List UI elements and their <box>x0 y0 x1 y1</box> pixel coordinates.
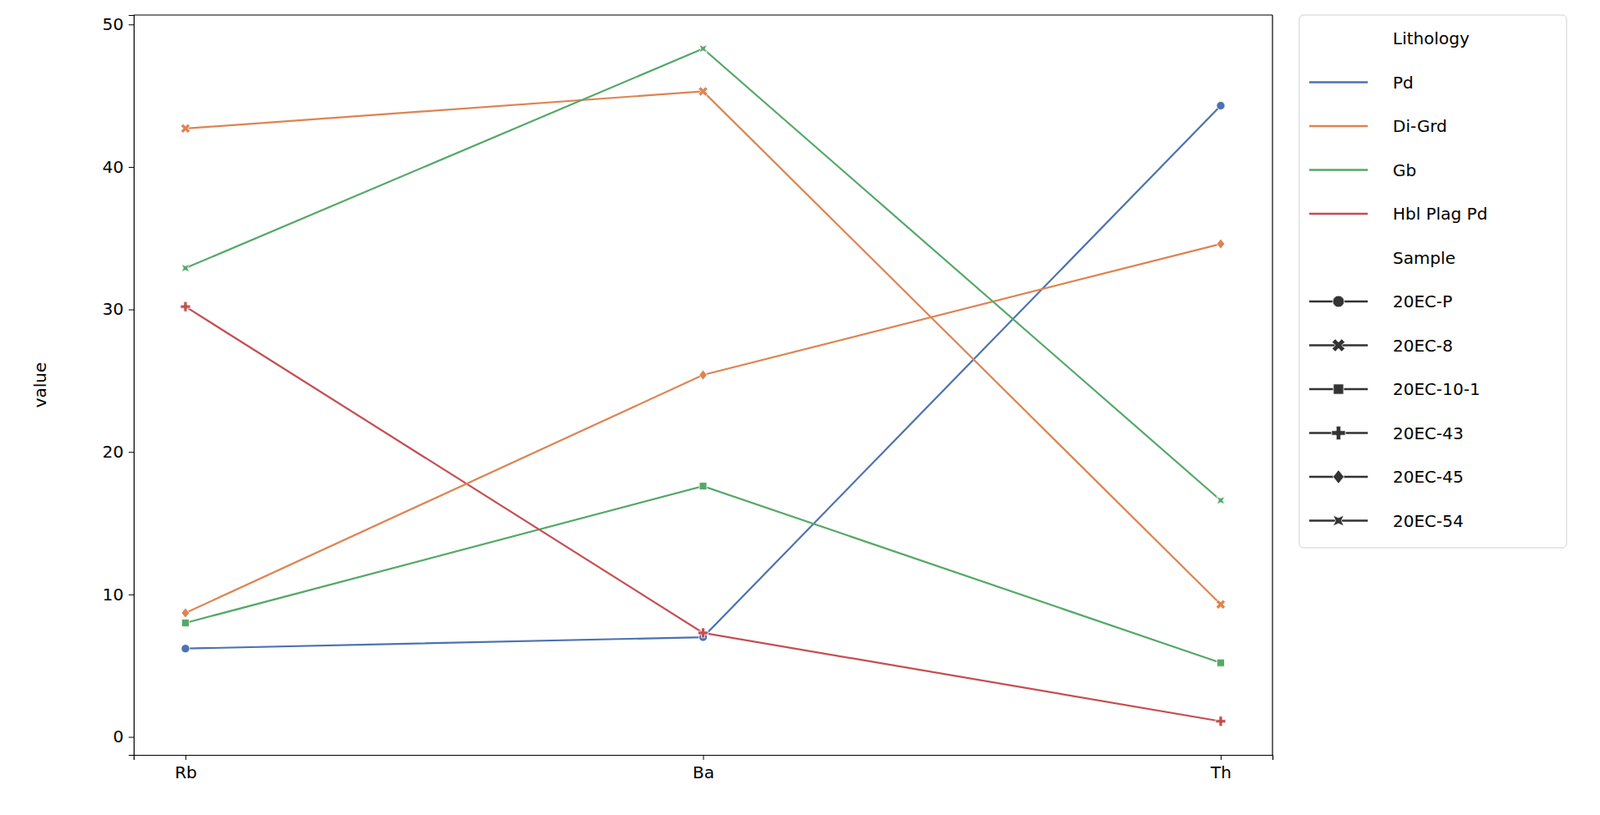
legend-title: Sample <box>1392 248 1456 269</box>
series-marker <box>1217 659 1225 667</box>
x-axis-line <box>134 756 1274 762</box>
series-marker <box>699 482 707 491</box>
series-marker <box>181 645 190 654</box>
legend-label: Gb <box>1392 160 1417 181</box>
y-tick-mark <box>128 24 134 26</box>
y-tick-mark <box>128 167 134 168</box>
series-line <box>185 243 1221 614</box>
legend-swatch <box>1309 168 1368 172</box>
chart: 0 10 20 30 40 50 Rb Ba Th value Lithology Pd Di-Grd G… <box>0 0 1600 815</box>
y-tick-mark <box>128 309 134 311</box>
x-tick-mark <box>1220 755 1222 761</box>
series-line <box>185 486 1221 664</box>
series-marker <box>699 370 708 381</box>
legend-title: Lithology <box>1392 28 1470 49</box>
legend-label: 20EC-54 <box>1392 511 1464 532</box>
y-axis-title: value <box>30 362 51 409</box>
series-marker <box>181 264 189 272</box>
series-line <box>185 48 1221 501</box>
x-tick: Rb <box>174 755 198 783</box>
y-axis-line <box>128 15 135 757</box>
series-marker <box>180 301 191 312</box>
series-marker <box>181 608 190 619</box>
plot-area <box>177 45 1228 727</box>
series-marker <box>695 84 711 99</box>
series-line <box>185 306 1221 722</box>
legend-label: Hbl Plag Pd <box>1392 203 1488 224</box>
legend-label: Di-Grd <box>1392 116 1448 137</box>
y-tick-label: 40 <box>102 157 124 178</box>
y-tick: 10 <box>102 584 134 605</box>
x-axis: Rb Ba Th <box>134 755 1274 783</box>
legend-label: 20EC-43 <box>1392 423 1464 444</box>
y-tick-label: 30 <box>102 299 124 320</box>
x-tick: Ba <box>692 755 715 783</box>
legend-box <box>1299 15 1567 549</box>
series-marker <box>1216 496 1225 504</box>
x-tick-label: Th <box>1209 762 1232 783</box>
x-tick-label: Rb <box>174 762 198 783</box>
y-tick-label: 10 <box>102 584 124 605</box>
y-tick-label: 0 <box>112 726 124 747</box>
legend-label: 20EC-45 <box>1392 467 1464 488</box>
legend-marker <box>1333 384 1344 395</box>
legend-label: 20EC-8 <box>1392 335 1453 356</box>
legend-label: Pd <box>1392 72 1414 93</box>
series-marker <box>177 121 193 136</box>
series-marker <box>181 619 189 628</box>
legend-marker <box>1331 426 1346 440</box>
series-line <box>185 106 1221 650</box>
y-tick-label: 20 <box>102 441 124 463</box>
legend-marker <box>1332 295 1345 308</box>
series-line <box>185 91 1221 605</box>
y-tick-mark <box>128 594 134 596</box>
series-marker <box>1215 716 1226 727</box>
legend-swatch <box>1309 81 1368 84</box>
x-tick-label: Ba <box>692 762 715 783</box>
series-marker <box>699 45 707 53</box>
y-axis: 0 10 20 30 40 50 <box>102 14 135 756</box>
y-tick: 0 <box>112 726 134 747</box>
frame <box>133 14 1273 16</box>
y-tick: 40 <box>102 157 134 178</box>
series-marker <box>698 628 709 639</box>
legend-marker <box>1333 515 1345 527</box>
legend-label: 20EC-P <box>1392 291 1453 312</box>
y-tick: 20 <box>102 441 134 463</box>
series-marker <box>1213 597 1229 612</box>
legend: Lithology Pd Di-Grd Gb Hbl Plag Pd Sample 20EC… <box>1299 15 1567 549</box>
x-tick-mark <box>185 755 187 761</box>
y-tick-label: 50 <box>102 14 124 35</box>
x-tick-mark <box>703 755 705 761</box>
y-tick: 50 <box>102 14 134 35</box>
y-tick-mark <box>128 452 134 453</box>
legend-swatch <box>1309 125 1368 128</box>
legend-label: 20EC-10-1 <box>1392 379 1481 400</box>
x-tick: Th <box>1209 755 1232 783</box>
frame <box>1271 15 1273 756</box>
series-marker <box>1216 101 1225 110</box>
legend-swatch <box>1309 213 1368 216</box>
legend-marker <box>1328 335 1348 356</box>
legend-marker <box>1332 470 1344 485</box>
series-marker <box>1216 238 1225 249</box>
y-tick: 30 <box>102 299 134 320</box>
y-tick-mark <box>128 736 134 738</box>
